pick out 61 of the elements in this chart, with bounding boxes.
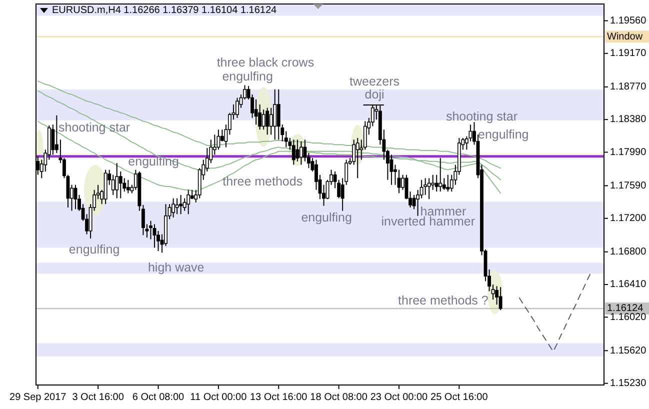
- line-series: [518, 272, 592, 352]
- candlestick: [276, 88, 280, 140]
- y-tick-label: 1.16020: [610, 312, 647, 323]
- y-tick-label: 1.17200: [610, 213, 647, 224]
- candlestick: [434, 174, 438, 192]
- chart-title: EURUSD.m,H4 1.16266 1.16379 1.16104 1.16124: [52, 5, 278, 16]
- y-tick-label: 1.18380: [610, 114, 647, 126]
- y-tick-label: 1.19170: [610, 48, 647, 60]
- candlestick: [111, 174, 115, 196]
- candlestick: [216, 129, 220, 150]
- candlestick: [186, 189, 190, 215]
- candlestick: [266, 107, 270, 136]
- candlestick: [254, 98, 258, 126]
- annotation: engulfing: [478, 127, 529, 142]
- candlestick: [273, 88, 277, 140]
- candlestick: [118, 170, 122, 199]
- candlestick: [172, 198, 176, 218]
- candlestick: [431, 174, 435, 190]
- y-tick-label: 1.17990: [610, 146, 647, 158]
- candlestick: [427, 178, 431, 200]
- x-tick-label: 6 Oct 08:00: [132, 392, 185, 403]
- candlestick: [152, 224, 156, 248]
- x-tick-label: 29 Sep 2017: [10, 392, 67, 403]
- annotation: engulfing: [222, 69, 273, 84]
- annotation: engulfing: [68, 242, 120, 256]
- annotation: engulfing: [301, 210, 352, 224]
- x-tick-label: 23 Oct 00:00: [370, 392, 428, 403]
- y-tick-label: 1.17590: [610, 180, 647, 192]
- candlestick: [175, 198, 179, 215]
- y-tick-label: 1.16410: [610, 279, 647, 290]
- annotation: doji: [364, 87, 384, 102]
- ref-line-label: Window: [607, 31, 644, 42]
- annotation: shooting star: [58, 120, 130, 134]
- candlestick: [438, 158, 442, 192]
- y-tick-label: 1.16800: [610, 246, 647, 258]
- y-tick-label: 1.18770: [610, 82, 647, 93]
- annotation: three methods ?: [398, 293, 488, 308]
- y-tick-label: 1.15620: [610, 345, 647, 356]
- candlestick: [258, 104, 262, 130]
- candlestick: [236, 97, 239, 118]
- candlestick: [446, 174, 450, 192]
- annotation: three black crows: [216, 55, 314, 70]
- annotation: engulfing: [128, 154, 179, 168]
- x-tick-label: 13 Oct 16:00: [250, 392, 308, 403]
- x-tick-label: 25 Oct 16:00: [430, 392, 488, 403]
- annotation: tweezers: [350, 74, 400, 88]
- annotation: high wave: [148, 260, 204, 274]
- y-tick-label: 1.15230: [610, 378, 647, 389]
- candlestick: [269, 107, 273, 136]
- candlestick: [179, 194, 183, 215]
- annotation: shooting star: [446, 109, 518, 124]
- candlestick: [126, 179, 130, 194]
- x-tick-label: 3 Oct 16:00: [72, 392, 124, 403]
- candlestick: [115, 162, 119, 199]
- x-tick-label: 11 Oct 00:00: [190, 392, 248, 403]
- candlestick: [262, 109, 266, 130]
- y-tick-label: 1.19560: [610, 15, 647, 26]
- candlestick: [424, 178, 428, 196]
- x-tick-label: 18 Oct 08:00: [310, 392, 368, 403]
- annotation: three methods: [222, 174, 303, 188]
- ref-line-label: 1.16124: [607, 303, 644, 314]
